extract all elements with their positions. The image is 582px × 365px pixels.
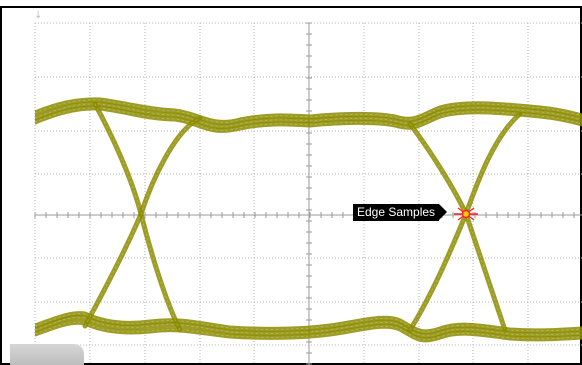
screen-frame bbox=[0, 6, 582, 365]
trace-band bbox=[35, 319, 582, 343]
trace-band bbox=[35, 314, 582, 339]
crosshair-marker-icon[interactable] bbox=[454, 207, 478, 221]
trigger-arrow-icon: ↓ bbox=[34, 10, 43, 21]
trace-band-highlight bbox=[84, 117, 201, 327]
trace-band bbox=[35, 101, 582, 129]
trace-band bbox=[35, 97, 582, 125]
trace-band-highlight bbox=[35, 317, 582, 337]
marker-label: Edge Samples bbox=[353, 204, 448, 221]
trace-band bbox=[82, 115, 203, 329]
trace-band-highlight bbox=[35, 103, 582, 127]
trace-band-highlight bbox=[35, 99, 582, 123]
trace-band-highlight bbox=[35, 322, 582, 341]
trace-band bbox=[35, 105, 582, 133]
trace-band-highlight bbox=[94, 103, 181, 331]
trace-band-highlight bbox=[35, 107, 582, 131]
trace-band-highlight bbox=[35, 313, 582, 333]
trace-band bbox=[35, 311, 582, 335]
eye-traces bbox=[35, 97, 582, 343]
trace-band-highlight bbox=[409, 113, 521, 331]
panel-tab[interactable] bbox=[10, 344, 84, 365]
